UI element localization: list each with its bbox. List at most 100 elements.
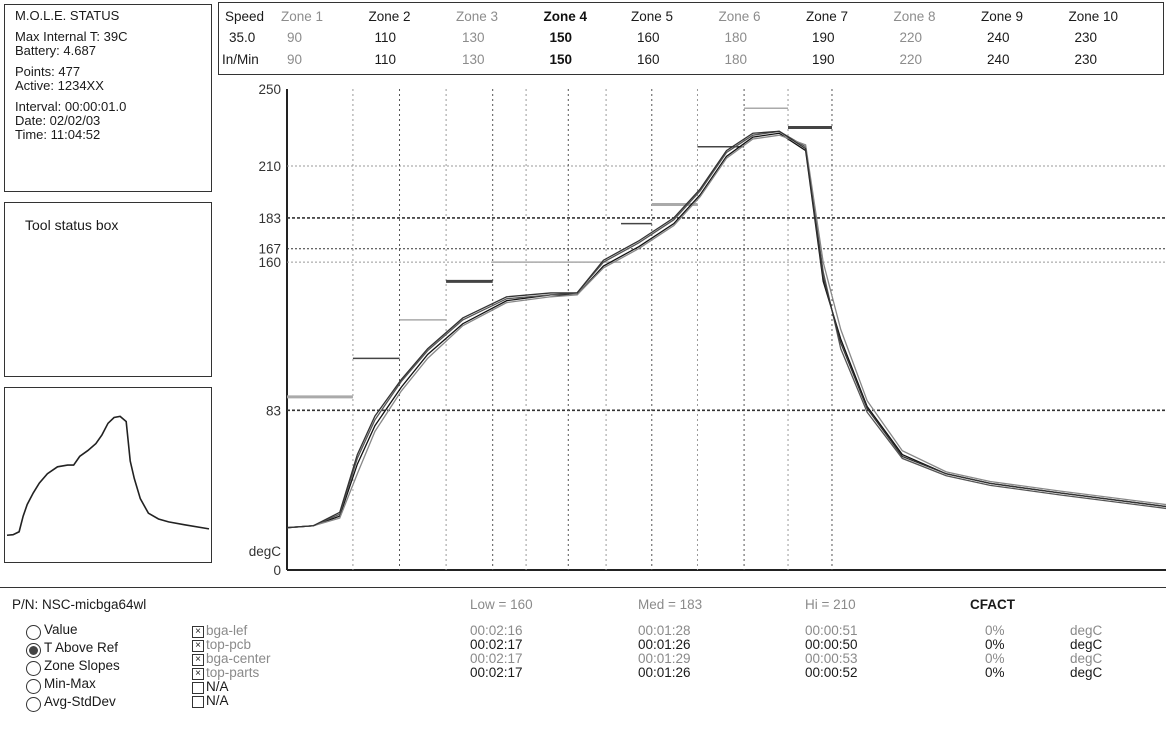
probe-name: bga-lef [206,623,248,638]
zone-bottom-setpoint[interactable]: 110 [374,52,397,67]
zone-bottom-setpoint[interactable]: 90 [287,52,303,67]
run-date: Date: 02/02/03 [15,113,101,128]
profile-series [286,130,1166,529]
probe-name: bga-center [206,651,271,666]
probe-cfact-value: 0% [985,651,1005,666]
radio-button[interactable] [26,697,41,712]
reflow-profile-chart: 250 210 183 167 160 83 0 degC [215,78,1166,578]
zone-header: Zone 10 [1068,9,1119,24]
zone-header: Zone 5 [631,9,674,24]
probe-checkbox[interactable]: × [192,626,204,638]
probe-hi-value: 00:00:53 [805,651,858,666]
probe-low-value: 00:02:17 [470,665,523,680]
zone-header: Zone 3 [456,9,499,24]
probe-name: N/A [206,693,229,708]
probe-cfact-value: 0% [985,623,1005,638]
zone-header: Zone 6 [718,9,761,24]
probe-name: top-parts [206,665,260,680]
points-count: Points: 477 [15,64,81,79]
zone-top-setpoint[interactable]: 230 [1074,30,1098,45]
speed-value[interactable]: 35.0 [229,30,256,45]
speed-unit: In/Min [222,52,259,67]
zone-header: Zone 9 [981,9,1024,24]
probe-name: top-pcb [206,637,252,652]
med-threshold-header: Med = 183 [638,597,703,612]
speed-label: Speed [225,9,265,24]
y-tick-label: 210 [258,159,281,174]
cfact-header: CFACT [970,597,1015,612]
max-internal-temp: Max Internal T: 39C [15,29,128,44]
probe-checkbox[interactable]: × [192,668,204,680]
probe-unit-value: degC [1070,665,1103,680]
status-title: M.O.L.E. STATUS [15,8,120,23]
zone-top-setpoint[interactable]: 130 [462,30,485,45]
y-tick-label: 183 [258,211,281,226]
profile-series [286,130,1166,529]
radio-label[interactable]: Min-Max [44,676,96,691]
zone-header: Zone 7 [806,9,849,24]
radio-button[interactable] [26,643,41,658]
zone-top-setpoint[interactable]: 110 [374,30,397,45]
probe-unit-value: degC [1070,651,1103,666]
zone-top-setpoint[interactable]: 190 [812,30,835,45]
radio-label[interactable]: Value [44,622,78,637]
zone-bottom-setpoint[interactable]: 130 [462,52,485,67]
probe-med-value: 00:01:28 [638,623,691,638]
probe-unit-value: degC [1070,637,1103,652]
zone-bottom-setpoint[interactable]: 230 [1074,52,1098,67]
zone-top-setpoint[interactable]: 240 [987,30,1010,45]
probe-low-value: 00:02:16 [470,623,523,638]
zone-bottom-setpoint[interactable]: 190 [812,52,835,67]
y-tick-label: 160 [258,255,281,270]
zone-bottom-setpoint[interactable]: 150 [549,52,573,67]
radio-label[interactable]: Zone Slopes [44,658,120,673]
zone-header: Zone 2 [368,9,411,24]
battery-voltage: Battery: 4.687 [15,43,96,58]
zone-top-setpoint[interactable]: 90 [287,30,303,45]
probe-cfact-value: 0% [985,637,1005,652]
mole-status-panel: M.O.L.E. STATUS Max Internal T: 39C Batt… [4,4,212,192]
run-time: Time: 11:04:52 [15,127,101,142]
y-tick-label: 83 [266,403,281,418]
hi-threshold-header: Hi = 210 [805,597,856,612]
zone-bottom-setpoint[interactable]: 160 [637,52,660,67]
probe-low-value: 00:02:17 [470,637,523,652]
probe-hi-value: 00:00:51 [805,623,858,638]
probe-med-value: 00:01:26 [638,637,691,652]
probe-cfact-value: 0% [985,665,1005,680]
tool-status-label: Tool status box [25,217,119,233]
radio-button[interactable] [26,625,41,640]
zone-bottom-setpoint[interactable]: 240 [987,52,1010,67]
zone-top-setpoint[interactable]: 150 [549,30,573,45]
low-threshold-header: Low = 160 [470,597,533,612]
probe-checkbox[interactable]: × [192,654,204,666]
probe-name: N/A [206,679,229,694]
tool-status-box: Tool status box [4,202,212,377]
radio-label[interactable]: Avg-StdDev [44,694,116,709]
probe-hi-value: 00:00:52 [805,665,858,680]
radio-button[interactable] [26,661,41,676]
radio-button[interactable] [26,679,41,694]
zone-top-setpoint[interactable]: 180 [724,30,748,45]
mini-profile-line [6,415,210,537]
probe-checkbox[interactable] [192,682,204,694]
zone-top-setpoint[interactable]: 160 [637,30,660,45]
zone-header: Zone 1 [281,9,324,24]
analysis-panel: P/N: NSC-micbga64wl Low = 160 Med = 183 … [0,587,1166,740]
radio-label[interactable]: T Above Ref [44,640,119,655]
probe-unit-value: degC [1070,623,1103,638]
probe-checkbox[interactable] [192,696,204,708]
mini-profile-thumbnail[interactable] [4,387,212,563]
zone-header: Zone 4 [543,9,588,24]
zone-bottom-setpoint[interactable]: 220 [899,52,923,67]
mini-profile-plot [6,415,210,537]
profile-series [286,134,1166,529]
probe-hi-value: 00:00:50 [805,637,858,652]
active-probes: Active: 1234XX [15,78,104,93]
zone-settings-table: Speed 35.0 In/Min Zone 1 90 90 Zone 2 110 110… [218,2,1164,75]
zone-header: Zone 8 [893,9,936,24]
zone-top-setpoint[interactable]: 220 [899,30,923,45]
zone-bottom-setpoint[interactable]: 180 [724,52,748,67]
probe-checkbox[interactable]: × [192,640,204,652]
